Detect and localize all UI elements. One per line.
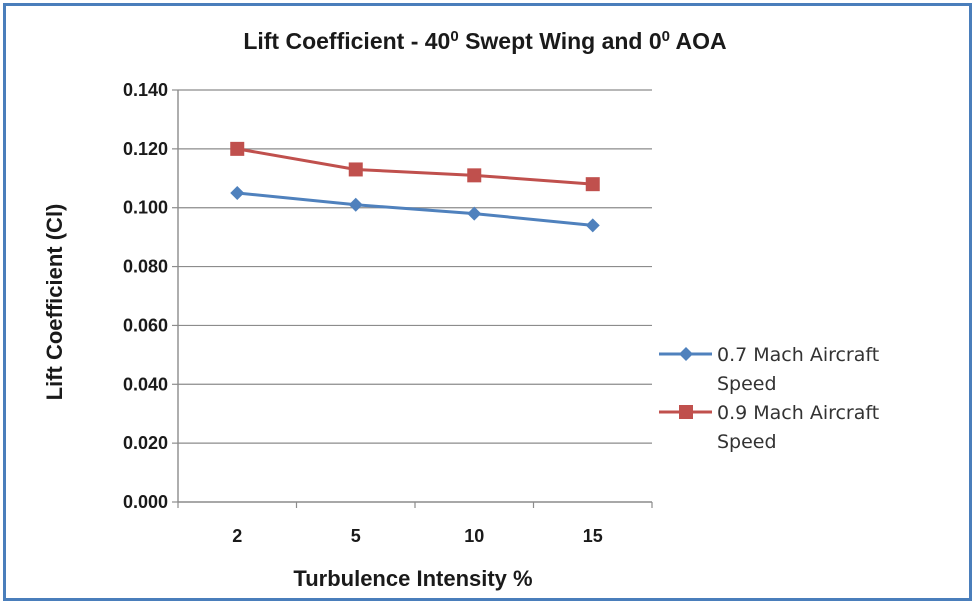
data-point — [348, 197, 363, 212]
legend: 0.7 Mach Aircraft Speed 0.9 Mach Aircraft S… — [659, 344, 879, 453]
legend-marker-1 — [679, 347, 693, 361]
y-tick-label: 0.020 — [123, 433, 168, 453]
x-tick-label: 2 — [232, 526, 242, 546]
y-tick-label: 0.120 — [123, 139, 168, 159]
data-point — [467, 206, 482, 221]
title-part-3: AOA — [670, 28, 727, 54]
series-group — [230, 141, 600, 233]
legend-label: Speed — [717, 373, 777, 395]
title-part-2: Swept Wing and 0 — [459, 28, 662, 54]
x-tick-label: 15 — [583, 526, 603, 546]
title-part-1: Lift Coefficient - 40 — [243, 28, 450, 54]
x-axis-label: Turbulence Intensity % — [293, 566, 532, 591]
chart-title: Lift Coefficient - 400 Swept Wing and 00… — [243, 28, 726, 55]
y-tick-label: 0.060 — [123, 315, 168, 335]
legend-label: 0.7 Mach Aircraft — [717, 344, 879, 366]
series-line-2 — [236, 147, 593, 186]
legend-label: 0.9 Mach Aircraft — [717, 402, 879, 424]
series-line-1 — [237, 191, 593, 227]
y-tick-label: 0.000 — [123, 492, 168, 512]
y-tick-label: 0.080 — [123, 257, 168, 277]
title-superscript-1: 0 — [450, 28, 458, 45]
y-axis-label: Lift Coefficient (Cl) — [42, 204, 67, 401]
y-tick-label: 0.140 — [123, 80, 168, 100]
data-point — [230, 186, 245, 200]
data-point — [230, 141, 245, 156]
title-superscript-2: 0 — [662, 28, 670, 45]
x-tick-label: 5 — [351, 526, 361, 546]
data-point — [585, 177, 600, 192]
legend-marker-2 — [679, 405, 693, 419]
legend-label: Speed — [717, 431, 777, 453]
y-tick-labels: 0.000 0.020 0.040 0.060 0.080 0.100 0.120 0.140 — [123, 80, 168, 512]
x-tick-label: 10 — [464, 526, 484, 546]
data-point — [467, 168, 482, 183]
axes — [177, 90, 653, 508]
y-tick-label: 0.100 — [123, 198, 168, 218]
data-point — [585, 218, 600, 233]
y-tick-label: 0.040 — [123, 374, 168, 394]
data-point — [348, 162, 363, 177]
x-tick-labels: 2 5 10 15 — [232, 526, 603, 546]
